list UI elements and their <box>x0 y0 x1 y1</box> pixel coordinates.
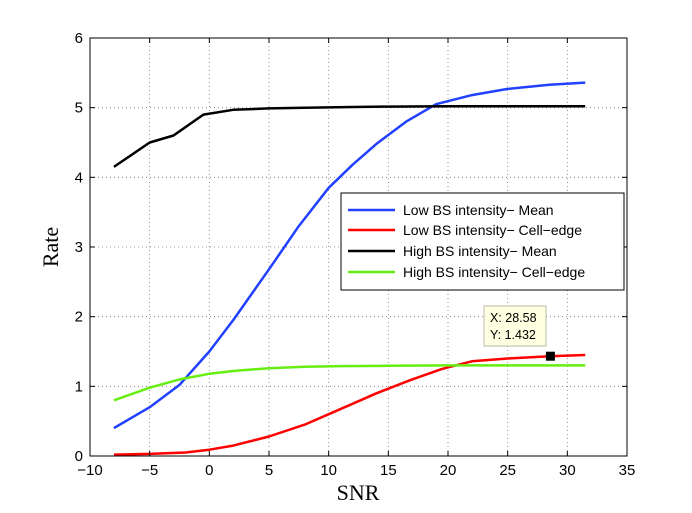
legend-label-high-mean: High BS intensity− Mean <box>403 243 557 259</box>
axis-ticks <box>89 37 628 457</box>
x-tick-label: 15 <box>380 462 397 479</box>
series-line-high-mean <box>113 105 586 168</box>
y-tick-label: 2 <box>75 309 83 326</box>
x-tick-label: 0 <box>205 462 213 479</box>
x-tick-label: −10 <box>77 462 102 479</box>
legend: Low BS intensity− Mean Low BS intensity−… <box>340 192 625 291</box>
x-axis-label: SNR <box>337 480 380 505</box>
x-tick-label: 20 <box>440 462 457 479</box>
series-line-low-edge <box>113 353 586 456</box>
x-tick-label: 35 <box>619 462 636 479</box>
series-line-low-mean <box>113 81 586 430</box>
series-line-high-edge <box>113 364 586 402</box>
x-tick-label: 5 <box>265 462 273 479</box>
y-tick-label: 0 <box>75 448 83 465</box>
x-tick-label: 30 <box>559 462 576 479</box>
y-tick-label: 5 <box>75 100 83 117</box>
x-tick-labels: −10 −5 0 5 10 15 20 25 30 35 <box>77 462 635 479</box>
data-tip-marker[interactable] <box>545 351 555 361</box>
data-tip-y: Y: 1.432 <box>490 328 536 342</box>
y-tick-label: 4 <box>75 169 83 186</box>
y-tick-label: 6 <box>75 30 83 47</box>
y-tick-label: 3 <box>75 239 83 256</box>
y-axis-label: Rate <box>38 227 63 267</box>
data-tip-x: X: 28.58 <box>490 311 537 325</box>
legend-label-low-edge: Low BS intensity− Cell−edge <box>403 222 582 238</box>
data-tip-box <box>483 305 547 347</box>
x-tick-label: 25 <box>499 462 516 479</box>
legend-label-low-mean: Low BS intensity− Mean <box>403 202 554 218</box>
series-layer <box>113 81 586 456</box>
data-tip[interactable]: X: 28.58 Y: 1.432 <box>483 305 555 361</box>
x-tick-label: 10 <box>320 462 337 479</box>
y-tick-label: 1 <box>75 378 83 395</box>
y-tick-labels: 0 1 2 3 4 5 6 <box>75 30 83 465</box>
legend-label-high-edge: High BS intensity− Cell−edge <box>403 264 585 280</box>
x-tick-label: −5 <box>141 462 158 479</box>
